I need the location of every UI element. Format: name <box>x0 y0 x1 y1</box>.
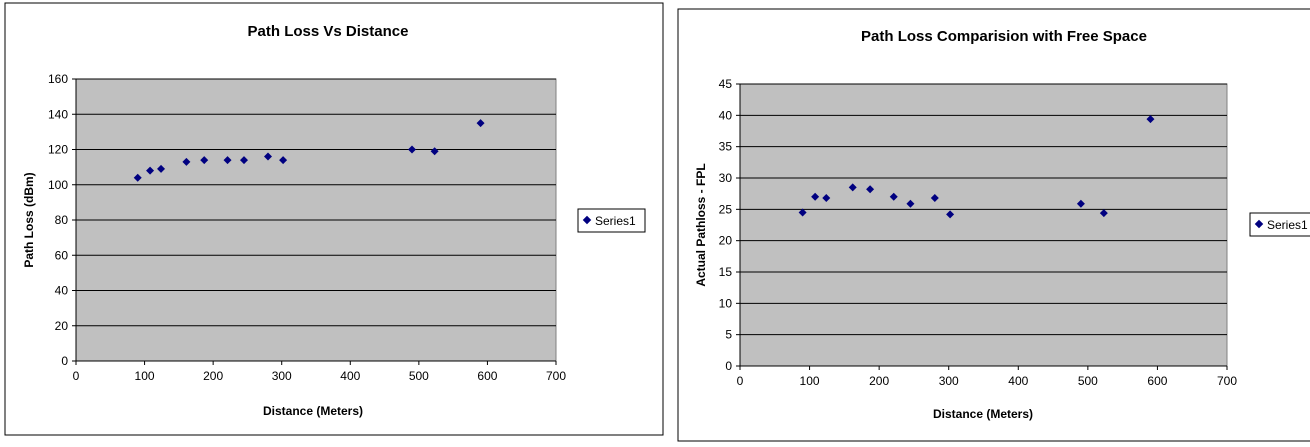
data-point <box>866 185 875 194</box>
x-tick-label: 100 <box>135 369 155 383</box>
chart-svg-right: Path Loss Comparision with Free Space 0 5… <box>677 8 1310 442</box>
y-tick-label: 80 <box>55 213 69 227</box>
data-point <box>240 156 248 165</box>
data-point <box>182 157 191 166</box>
y-tick-label: 20 <box>719 234 733 248</box>
data-point <box>946 210 955 219</box>
y-tick-label: 20 <box>55 319 69 333</box>
x-tick-label: 500 <box>409 369 429 383</box>
y-axis-label: Actual Pathloss - FPL <box>694 163 708 286</box>
x-tick-label: 700 <box>546 369 566 383</box>
legend: Series1 <box>1249 212 1310 237</box>
y-tick-label: 140 <box>48 107 68 121</box>
x-axis-label: Distance (Meters) <box>933 407 1033 421</box>
plot-background <box>739 83 1228 367</box>
data-point <box>476 119 485 128</box>
x-tick-label: 600 <box>1147 374 1167 388</box>
y-tick-label: 40 <box>55 284 69 298</box>
plot-area: 0 20 40 60 80 100 120 140 160 0 100 200 300 400 500 600… <box>48 72 566 383</box>
data-point <box>822 194 831 203</box>
y-tick-label: 5 <box>725 328 732 342</box>
y-axis-label: Path Loss (dBm) <box>22 172 36 267</box>
x-tick-label: 300 <box>272 369 292 383</box>
x-tick-label: 700 <box>1217 374 1237 388</box>
data-point <box>408 145 416 154</box>
data-point <box>264 152 272 161</box>
data-point <box>1146 115 1155 124</box>
data-point <box>223 156 232 165</box>
legend-box <box>577 208 646 233</box>
plot-area: 0 5 10 15 20 25 30 35 40 45 0 100 200 300 400 500 600 700 <box>719 77 1238 388</box>
y-tick-label: 25 <box>719 202 733 216</box>
data-point <box>157 164 166 173</box>
x-tick-label: 200 <box>869 374 889 388</box>
path-loss-vs-distance-chart: Path Loss Vs Distance 0 20 40 60 80 100 120 140… <box>4 2 664 436</box>
y-tick-label: 0 <box>725 359 732 373</box>
legend-label: Series1 <box>1267 218 1308 232</box>
x-tick-label: 600 <box>477 369 497 383</box>
x-tick-label: 100 <box>800 374 820 388</box>
data-point <box>889 192 898 201</box>
data-point <box>200 156 209 165</box>
y-tick-label: 160 <box>48 72 68 86</box>
data-point <box>906 199 915 208</box>
data-point <box>133 173 142 182</box>
y-tick-label: 0 <box>61 354 68 368</box>
x-tick-label: 200 <box>203 369 223 383</box>
legend-label: Series1 <box>595 214 636 228</box>
y-tick-label: 100 <box>48 178 68 192</box>
data-point <box>146 166 155 175</box>
y-tick-label: 30 <box>719 171 733 185</box>
y-tick-label: 15 <box>719 265 733 279</box>
y-tick-label: 40 <box>719 108 733 122</box>
data-point <box>811 192 820 201</box>
data-point <box>1099 209 1108 218</box>
y-tick-label: 10 <box>719 296 733 310</box>
data-point <box>430 147 439 156</box>
data-point <box>798 208 807 217</box>
legend: Series1 <box>577 208 646 233</box>
x-tick-label: 400 <box>340 369 360 383</box>
data-point <box>279 156 288 165</box>
chart-svg-left: Path Loss Vs Distance 0 20 40 60 80 100 120 140… <box>4 2 664 436</box>
data-point <box>848 183 857 192</box>
x-tick-label: 500 <box>1078 374 1098 388</box>
x-tick-label: 400 <box>1008 374 1028 388</box>
chart-title: Path Loss Comparision with Free Space <box>861 28 1147 45</box>
legend-box <box>1249 212 1310 237</box>
y-tick-label: 60 <box>55 248 69 262</box>
y-tick-label: 45 <box>719 77 733 91</box>
x-axis-label: Distance (Meters) <box>263 404 363 418</box>
y-tick-label: 35 <box>719 140 733 154</box>
x-tick-label: 0 <box>737 374 744 388</box>
data-point <box>1076 199 1085 208</box>
chart-title: Path Loss Vs Distance <box>248 23 409 40</box>
path-loss-comparison-chart: Path Loss Comparision with Free Space 0 5… <box>668 0 1310 447</box>
data-point <box>930 194 939 203</box>
x-tick-label: 300 <box>939 374 959 388</box>
y-tick-label: 120 <box>48 143 68 157</box>
x-tick-label: 0 <box>73 369 80 383</box>
